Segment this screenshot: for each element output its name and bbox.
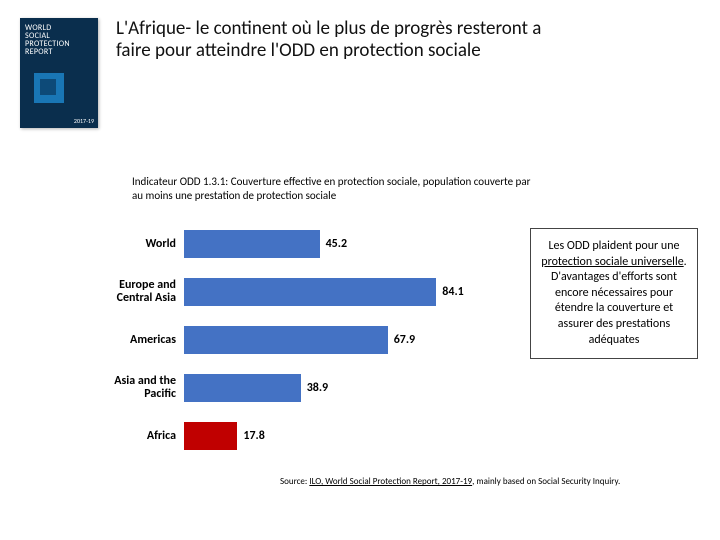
chart-bar-value: 45.2 <box>326 237 347 251</box>
chart-row: Americas 67.9 <box>100 316 500 364</box>
chart-category-label: Americas <box>100 334 184 347</box>
chart-bar-wrap: 45.2 <box>184 230 500 258</box>
chart-bar-value: 38.9 <box>307 381 328 395</box>
chart-bar <box>184 278 436 306</box>
chart-row: Europe and Central Asia 84.1 <box>100 268 500 316</box>
cover-line4: REPORT <box>25 48 93 56</box>
source-line: Source: ILO, World Social Protection Rep… <box>280 476 620 487</box>
chart-bar-value: 84.1 <box>442 285 463 299</box>
report-cover-thumbnail: WORLD SOCIAL PROTECTION REPORT 2017-19 <box>20 18 98 128</box>
source-suffix: , mainly based on Social Security Inquir… <box>472 476 620 487</box>
chart-subtitle: Indicateur ODD 1.3.1: Couverture effecti… <box>132 175 532 203</box>
chart-category-label: World <box>100 238 184 251</box>
chart-row: Africa 17.8 <box>100 412 500 460</box>
chart-category-label: Africa <box>100 430 184 443</box>
chart-row: Asia and the Pacific 38.9 <box>100 364 500 412</box>
chart-bar <box>184 374 301 402</box>
callout-box: Les ODD plaident pour une protection soc… <box>530 228 698 359</box>
chart-bar <box>184 326 388 354</box>
chart-row: World 45.2 <box>100 220 500 268</box>
coverage-bar-chart: World 45.2 Europe and Central Asia 84.1 Amer… <box>100 220 500 460</box>
cover-year: 2017-19 <box>74 117 94 125</box>
callout-lead: Les ODD plaident pour une <box>548 239 679 253</box>
chart-bar <box>184 230 320 258</box>
header: WORLD SOCIAL PROTECTION REPORT 2017-19 L… <box>0 0 720 128</box>
chart-bar-value: 17.8 <box>243 429 264 443</box>
chart-bar-value: 67.9 <box>394 333 415 347</box>
source-prefix: Source: <box>280 476 309 487</box>
chart-bar <box>184 422 237 450</box>
chart-bar-wrap: 38.9 <box>184 374 500 402</box>
cover-accent-square <box>34 73 64 103</box>
callout-underlined: protection sociale universelle <box>541 255 683 269</box>
chart-category-label: Europe and Central Asia <box>100 279 184 304</box>
chart-bar-wrap: 17.8 <box>184 422 500 450</box>
chart-bar-wrap: 67.9 <box>184 326 500 354</box>
page-title: L'Afrique- le continent où le plus de pr… <box>116 18 576 63</box>
chart-bar-wrap: 84.1 <box>184 278 500 306</box>
source-link: ILO, World Social Protection Report, 201… <box>309 476 472 487</box>
chart-category-label: Asia and the Pacific <box>100 375 184 400</box>
